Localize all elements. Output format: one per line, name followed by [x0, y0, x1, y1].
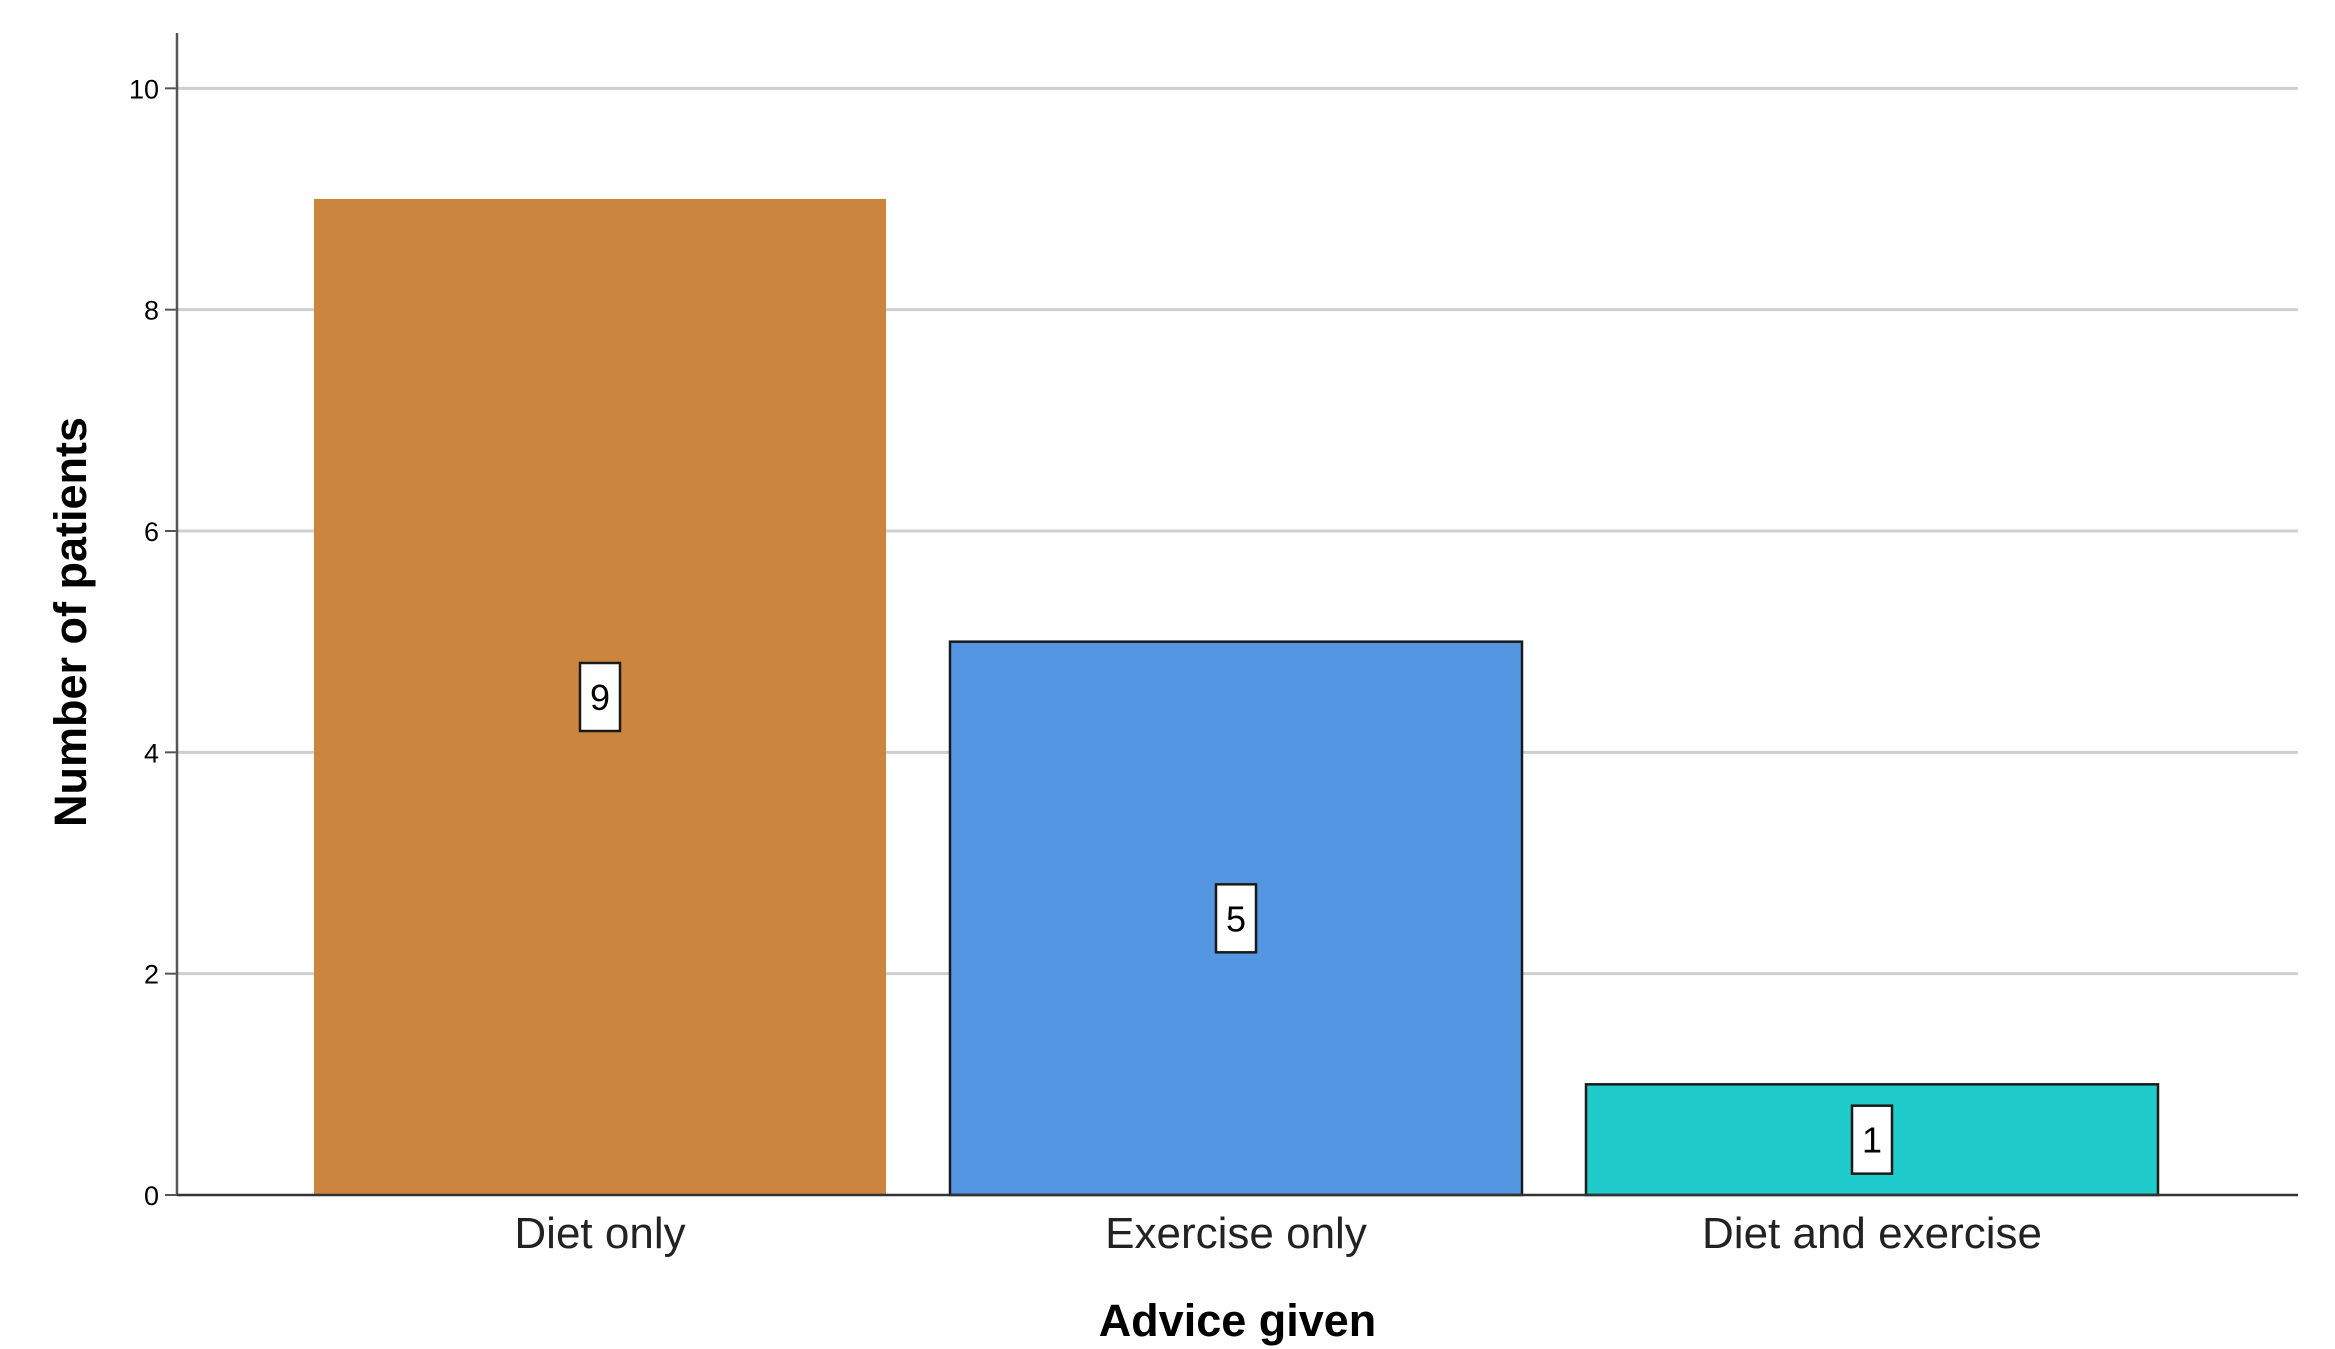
y-tick-label: 4	[144, 738, 159, 768]
data-label: 9	[590, 677, 610, 718]
x-axis-title: Advice given	[1099, 1295, 1377, 1346]
data-label-box	[1214, 883, 1258, 954]
y-tick-label: 8	[144, 296, 159, 326]
data-label-box	[578, 661, 622, 733]
data-label: 1	[1862, 1120, 1882, 1161]
x-tick-labels: Diet only Exercise only Diet and exercise	[514, 1209, 2042, 1258]
y-ticks: 0 2 4 6 8 10	[129, 74, 177, 1211]
x-tick-label: Diet and exercise	[1702, 1209, 2042, 1258]
x-tick-label: Diet only	[514, 1209, 685, 1258]
y-tick-label: 2	[144, 960, 159, 990]
data-label: 5	[1226, 898, 1246, 939]
y-tick-label: 0	[144, 1181, 159, 1211]
data-labels: 9 5 1	[578, 661, 1894, 1175]
y-axis-title: Number of patients	[45, 417, 96, 827]
y-tick-label: 6	[144, 517, 159, 547]
y-tick-label: 10	[129, 74, 159, 104]
axes	[175, 33, 2298, 1197]
data-label-box	[1850, 1104, 1894, 1175]
x-tick-label: Exercise only	[1105, 1209, 1367, 1258]
